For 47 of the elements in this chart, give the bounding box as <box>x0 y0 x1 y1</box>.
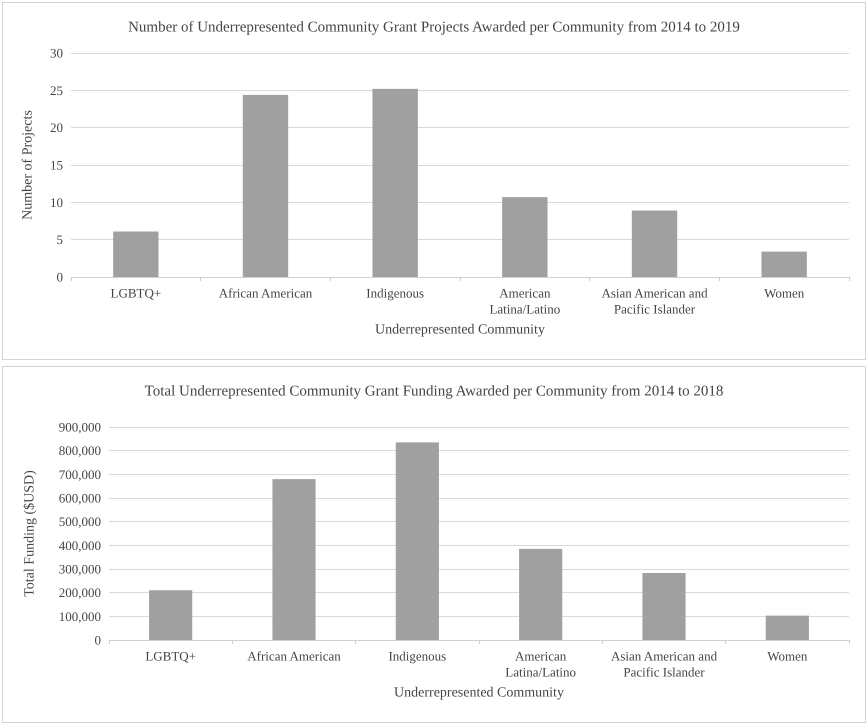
x-tick-label: Asian American and Pacific Islander <box>601 286 708 316</box>
x-tick-label: Indigenous <box>366 286 424 300</box>
x-tick-label: African American <box>218 286 313 300</box>
y-tick-label: 10 <box>50 194 63 210</box>
y-tick-label: 600,000 <box>58 490 101 506</box>
y-tick-label: 300,000 <box>58 562 101 576</box>
bar <box>396 442 439 640</box>
bar <box>632 210 678 277</box>
y-tick-label: 25 <box>50 82 63 98</box>
bar <box>519 548 562 640</box>
bar <box>242 94 288 277</box>
bar <box>642 573 686 640</box>
y-tick-label: 30 <box>50 46 63 60</box>
chart-title: Number of Underrepresented Community Grant Projects Awarded per Community from 2014 to 2019 <box>128 20 740 36</box>
y-tick-label: 700,000 <box>58 466 101 482</box>
bar <box>761 252 807 277</box>
bar <box>149 590 192 640</box>
chart-title: Total Underrepresented Community Grant Funding Awarded per Community from 2014 to 2018 <box>144 384 724 400</box>
y-tick-label: 900,000 <box>58 420 101 434</box>
x-tick-label: American Latina/Latino <box>505 648 576 680</box>
bar <box>372 88 418 277</box>
x-tick-label: LGBTQ+ <box>110 286 162 300</box>
y-tick-label: 5 <box>56 232 63 248</box>
x-axis-title: Underrepresented Community <box>394 686 564 700</box>
bar <box>766 616 809 640</box>
y-tick-label: 400,000 <box>58 538 101 553</box>
y-tick-label: 0 <box>94 632 101 648</box>
x-tick-label: LGBTQ+ <box>145 648 196 664</box>
x-axis-title: Underrepresented Community <box>375 322 545 338</box>
x-tick-label: Women <box>764 286 805 300</box>
y-tick-label: 20 <box>50 120 63 136</box>
x-tick-label: Indigenous <box>388 648 446 664</box>
y-tick-label: 200,000 <box>58 585 101 600</box>
x-tick-label: American Latina/Latino <box>489 286 560 316</box>
y-axis-title: Number of Projects <box>20 110 36 220</box>
y-tick-label: 15 <box>50 158 63 172</box>
y-tick-label: 500,000 <box>58 514 101 530</box>
bar <box>502 197 548 277</box>
x-tick-label: Asian American and Pacific Islander <box>610 648 718 680</box>
y-tick-label: 800,000 <box>58 443 101 458</box>
y-axis-title: Total Funding ($USD) <box>22 470 38 597</box>
y-tick-label: 0 <box>56 270 63 284</box>
x-tick-label: African American <box>247 648 342 664</box>
y-tick-label: 100,000 <box>58 608 101 624</box>
x-tick-label: Women <box>767 648 808 664</box>
bar <box>113 231 159 277</box>
bar <box>272 479 316 640</box>
